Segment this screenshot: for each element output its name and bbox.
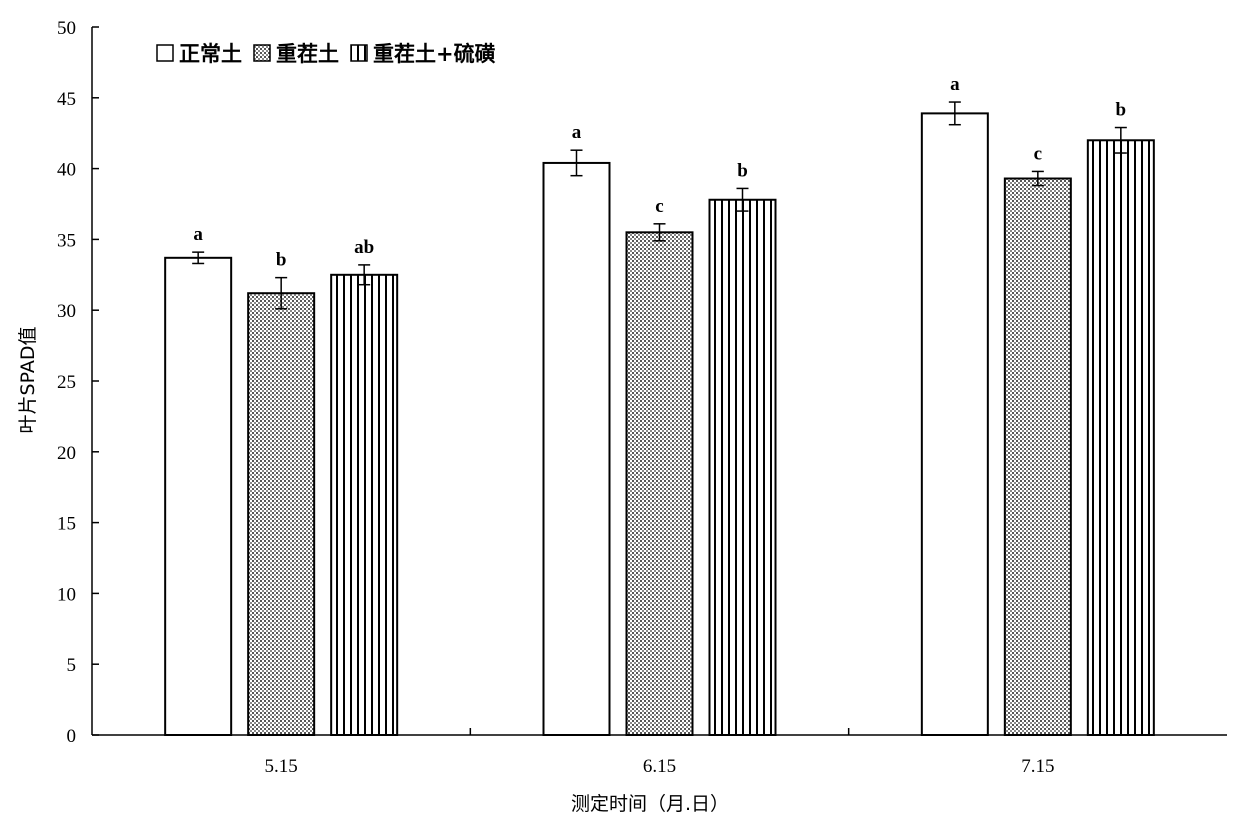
error-bar <box>1114 126 1127 154</box>
x-tick-label: 5.15 <box>265 756 298 777</box>
y-tick-label: 5 <box>67 655 77 676</box>
significance-label: a <box>572 122 582 143</box>
x-axis-ticks: 5.15 6.15 7.15 <box>265 728 1054 777</box>
legend-item: 正常土 <box>156 42 242 66</box>
x-axis-title: 测定时间（月.日） <box>571 793 729 815</box>
error-bar <box>570 149 583 177</box>
y-tick-label: 10 <box>57 584 76 605</box>
significance-label: b <box>737 160 748 181</box>
y-tick-label: 50 <box>57 18 76 39</box>
significance-label: c <box>655 196 663 217</box>
significance-label: ab <box>354 237 374 258</box>
significance-label: c <box>1034 143 1042 164</box>
error-bar <box>358 264 371 286</box>
bar <box>164 256 233 736</box>
bar <box>920 112 989 737</box>
legend-item: 重茬土 <box>253 42 339 66</box>
bar <box>247 292 316 736</box>
error-bar <box>653 223 666 242</box>
y-tick-label: 0 <box>67 726 77 747</box>
y-axis-title: 叶片SPAD值 <box>17 327 39 434</box>
y-tick-label: 15 <box>57 514 76 535</box>
legend: 正常土 重茬土 重茬土+硫磺 <box>156 42 496 66</box>
error-bar <box>1031 170 1044 187</box>
error-bar <box>192 251 205 265</box>
bar <box>330 273 399 736</box>
x-tick-label: 6.15 <box>643 756 676 777</box>
significance-label: a <box>193 224 203 245</box>
y-tick-label: 20 <box>57 443 76 464</box>
significance-label: a <box>950 74 960 95</box>
bar <box>625 231 694 736</box>
bar <box>542 161 611 737</box>
bar <box>1086 139 1155 736</box>
legend-swatch <box>350 44 368 62</box>
y-tick-label: 25 <box>57 372 76 393</box>
y-tick-label: 30 <box>57 301 76 322</box>
legend-swatch <box>253 44 271 62</box>
y-tick-label: 45 <box>57 89 76 110</box>
error-bar <box>948 101 961 126</box>
error-bars <box>192 101 1127 310</box>
bars <box>164 112 1155 737</box>
bar <box>708 198 777 736</box>
bar <box>1003 177 1072 736</box>
significance-label: b <box>276 250 287 271</box>
y-tick-label: 40 <box>57 160 76 181</box>
error-bar <box>736 187 749 212</box>
legend-label: 重茬土+硫磺 <box>373 42 496 66</box>
legend-label: 重茬土 <box>276 42 339 66</box>
y-axis-ticks: 0 5 10 15 20 25 30 35 40 45 50 <box>57 18 99 747</box>
significance-label: b <box>1116 100 1127 121</box>
legend-swatch <box>156 44 174 62</box>
x-tick-label: 7.15 <box>1021 756 1054 777</box>
y-tick-label: 35 <box>57 230 76 251</box>
legend-item: 重茬土+硫磺 <box>350 42 496 66</box>
legend-label: 正常土 <box>179 42 242 66</box>
error-bar <box>275 276 288 310</box>
